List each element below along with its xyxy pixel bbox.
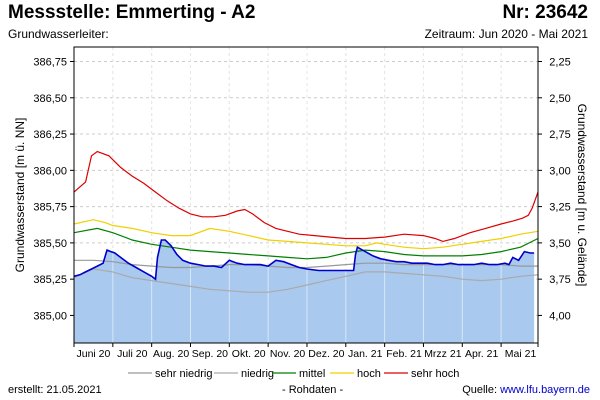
y-tick-label-left: 385,50	[33, 238, 67, 250]
x-tick-label: Apr. 21	[465, 348, 498, 360]
x-tick-label: Dez. 20	[308, 348, 344, 360]
y-tick-label-left: 386,25	[33, 129, 67, 141]
legend: sehr niedrig niedrig mittel hoch sehr hoch	[128, 368, 459, 380]
measured-area-fill	[74, 240, 535, 343]
measured-series	[73, 239, 535, 281]
x-tick-label: Nov. 20	[270, 348, 306, 360]
y-tick-label-right: 4,00	[549, 310, 570, 322]
x-tick-label: Jan. 21	[348, 348, 383, 360]
y-tick-label-right: 2,50	[549, 93, 570, 105]
y-tick-label-right: 2,75	[549, 129, 570, 141]
y-tick-label-left: 385,00	[33, 310, 67, 322]
y-axis-right: 2,25 2,50 2,75 3,00 3,25 3,50 3,75 4,00	[538, 57, 571, 322]
source-prefix: Quelle:	[462, 384, 501, 396]
y-tick-label-right: 3,75	[549, 274, 570, 286]
legend-label: hoch	[357, 368, 381, 380]
page-title: Messstelle: Emmerting - A2	[8, 2, 256, 23]
legend-label: niedrig	[241, 368, 274, 380]
source: Quelle: www.lfu.bayern.de	[462, 384, 590, 396]
series-line-sehr-hoch	[73, 150, 539, 243]
y-tick-label-right: 2,25	[549, 57, 570, 69]
created-date: erstellt: 21.05.2021	[8, 384, 102, 396]
x-tick-label: Mai 21	[505, 348, 537, 360]
series-line-mittel	[73, 227, 539, 260]
raw-data-label: - Rohdaten -	[282, 384, 344, 396]
y-axis-label-right: Grundwasserstand [m u. Gelände]	[575, 104, 589, 287]
x-tick-label: Juli 20	[117, 348, 148, 360]
series-line-niedrig	[73, 268, 539, 293]
y-tick-label-right: 3,50	[549, 238, 570, 250]
x-tick-label: Sep. 20	[192, 348, 228, 360]
measured-area	[74, 47, 535, 343]
x-tick-label: Aug. 20	[153, 348, 189, 360]
measured-line	[73, 239, 535, 281]
plot-frame	[73, 46, 539, 344]
y-tick-label-left: 386,00	[33, 165, 67, 177]
station-number: Nr: 23642	[502, 2, 588, 23]
y-tick-label-left: 386,75	[33, 57, 67, 69]
x-tick-label: Feb. 21	[386, 348, 422, 360]
y-tick-label-left: 385,25	[33, 274, 67, 286]
legend-label: mittel	[299, 368, 325, 380]
y-tick-label-right: 3,00	[549, 165, 570, 177]
y-axis-left: 385,00 385,25 385,50 385,75 386,00 386,25 386,…	[33, 57, 74, 322]
source-link[interactable]: www.lfu.bayern.de	[500, 384, 590, 396]
x-tick-label: Mrzz 21	[424, 348, 462, 360]
x-tick-label: Juni 20	[76, 348, 110, 360]
legend-label: sehr niedrig	[155, 368, 212, 380]
y-tick-label-left: 385,75	[33, 202, 67, 214]
series-line-hoch	[73, 219, 539, 250]
y-tick-label-left: 386,50	[33, 93, 67, 105]
y-tick-label-right: 3,25	[549, 202, 570, 214]
x-tick-label: Okt. 20	[232, 348, 266, 360]
x-axis: Juni 20 Juli 20 Aug. 20 Sep. 20 Okt. 20 Nov. …	[73, 343, 539, 360]
y-axis-label-left: Grundwasserstand [m ü. NN]	[13, 118, 27, 273]
period-label: Zeitraum: Jun 2020 - Mai 2021	[424, 27, 588, 41]
aquifer-label: Grundwasserleiter:	[8, 27, 109, 41]
legend-label: sehr hoch	[411, 368, 459, 380]
